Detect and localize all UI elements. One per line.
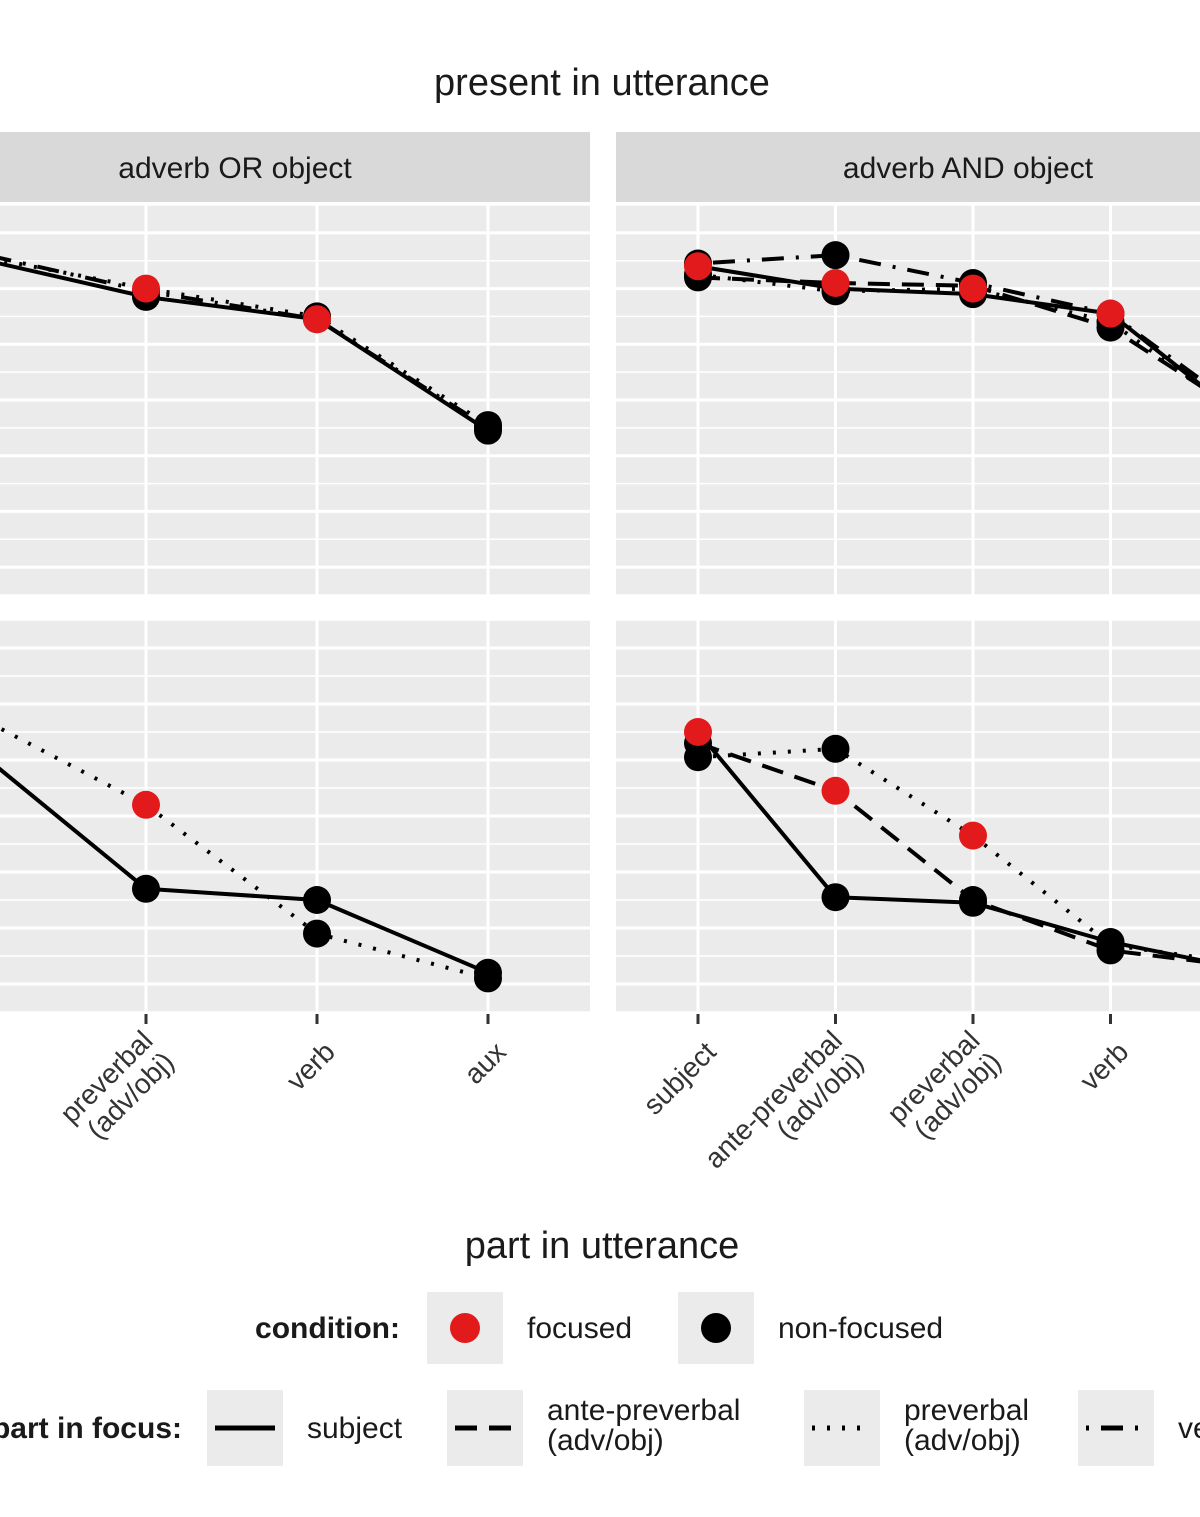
legend-focus-label: verb	[1178, 1412, 1200, 1445]
data-point-focused	[132, 274, 160, 303]
x-axis-title: part in utterance	[465, 1225, 740, 1267]
legend-focus-title: part in focus:	[0, 1412, 182, 1445]
x-tick-labels: preverbal(adv/obj) verb aux subjectante-pre…	[54, 1014, 1134, 1196]
data-point-non-focused	[474, 413, 502, 442]
facet-panel	[0, 204, 590, 596]
x-tick-label: preverbal(adv/obj)	[54, 1025, 180, 1151]
x-tick-label: verb	[280, 1036, 340, 1096]
data-point-non-focused	[821, 734, 850, 763]
data-point-non-focused	[303, 886, 331, 914]
data-point-focused	[821, 269, 850, 297]
x-tick-label: aux	[458, 1036, 512, 1090]
series-line-dotted	[0, 726, 489, 981]
data-point-non-focused	[474, 964, 502, 993]
series-line-dotted	[697, 272, 1200, 388]
legend-focus-label: preverbal (adv/obj)	[904, 1394, 1029, 1457]
x-tick-label: subject	[637, 1036, 722, 1121]
facet-strip-label: adverb AND object	[843, 152, 1094, 185]
data-point-focused	[959, 274, 987, 303]
x-tick-label: ante-preverbal(adv/obj)	[698, 1025, 869, 1196]
x-tick-label: preverbal(adv/obj)	[881, 1025, 1007, 1151]
legend-condition-label: non-focused	[778, 1312, 943, 1345]
data-point-non-focused	[303, 919, 331, 948]
data-point-focused	[1096, 299, 1125, 328]
facet-strip-label: adverb OR object	[118, 152, 352, 185]
facet-panel	[0, 619, 590, 1013]
series-line-dotdash	[0, 256, 490, 430]
facet-panel	[616, 619, 1200, 1013]
data-point-non-focused	[821, 883, 850, 912]
data-point-non-focused	[684, 743, 712, 772]
legend-condition-swatch	[450, 1313, 480, 1343]
x-tick-label: verb	[1074, 1036, 1134, 1096]
legend: condition: focused non-focused part in focu…	[0, 1292, 1200, 1466]
legend-condition-title: condition:	[255, 1312, 400, 1345]
data-point-focused	[684, 252, 712, 281]
data-point-focused	[303, 305, 331, 334]
data-point-focused	[821, 776, 850, 805]
legend-condition-label: focused	[527, 1312, 632, 1345]
data-point-non-focused	[1096, 930, 1125, 959]
chart-title: present in utterance	[434, 62, 770, 104]
data-point-focused	[684, 718, 712, 746]
facet-strip	[0, 132, 590, 202]
legend-condition-swatch	[701, 1313, 731, 1343]
legend-focus-label: ante-preverbal (adv/obj)	[547, 1394, 740, 1457]
data-point-non-focused	[959, 886, 987, 914]
series-line-solid	[0, 766, 489, 975]
data-point-non-focused	[821, 241, 850, 270]
legend-focus-label: subject	[307, 1412, 403, 1445]
series-line-solid	[0, 261, 490, 433]
facet-strip	[616, 132, 1200, 202]
data-point-focused	[959, 821, 987, 850]
facet-panel	[616, 204, 1200, 596]
data-point-non-focused	[132, 874, 160, 903]
facet-panels: adverb OR object adverb AND object	[0, 132, 1200, 1013]
data-point-focused	[132, 790, 160, 819]
